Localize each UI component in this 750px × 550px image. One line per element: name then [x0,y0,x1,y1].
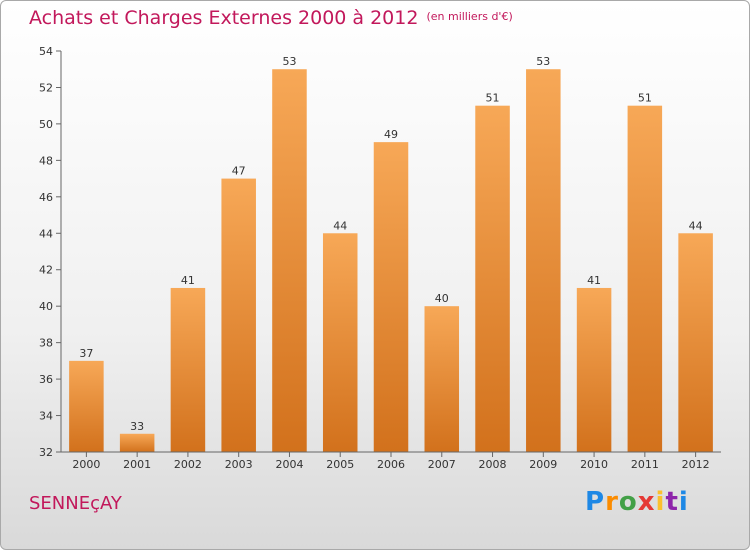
bar-value-label: 33 [130,420,144,433]
x-tick-label: 2003 [225,458,253,471]
y-tick-label: 54 [39,45,53,58]
bar-value-label: 51 [486,92,500,105]
bar [526,69,561,453]
y-tick-label: 40 [39,300,53,313]
logo-letter: i [655,487,666,517]
y-tick-label: 36 [39,373,53,386]
logo-letter: P [585,487,606,517]
logo-letter: t [665,487,679,517]
city-name: SENNEçAY [29,493,122,514]
x-tick-label: 2000 [72,458,100,471]
chart-title: Achats et Charges Externes 2000 à 2012 (e… [29,7,513,29]
bars: 37 33 41 47 53 44 49 40 51 53 41 51 44 [69,55,713,453]
bar-value-label: 49 [384,128,398,141]
bar-value-label: 37 [79,347,93,360]
bar-value-label: 53 [536,55,550,68]
bar [221,178,256,452]
bar [272,69,307,453]
x-tick-label: 2002 [174,458,202,471]
y-tick-label: 46 [39,191,53,204]
bar-value-label: 41 [587,274,601,287]
x-tick-label: 2012 [682,458,710,471]
bar [627,105,663,452]
x-tick-label: 2007 [428,458,456,471]
bar [424,306,460,452]
y-tick-label: 34 [39,410,53,423]
proxiti-logo[interactable]: Proxiti [585,487,689,517]
x-tick-label: 2008 [479,458,507,471]
y-tick-label: 42 [39,264,53,277]
y-tick-label: 44 [39,227,53,240]
bar-value-label: 44 [333,219,347,232]
y-tick-label: 52 [39,81,53,94]
logo-letter: o [618,487,638,517]
bar [576,287,612,452]
y-tick-label: 50 [39,118,53,131]
chart-unit: (en milliers d'€) [426,10,513,23]
x-axis: 2000 2001 2002 2003 2004 2005 2006 2007 2008 2009… [61,451,721,471]
bar [119,433,155,452]
x-tick-label: 2011 [631,458,659,471]
logo-letter: i [678,487,689,517]
y-tick-label: 38 [39,337,53,350]
y-axis: 32 34 36 38 40 42 44 46 48 50 52 54 [39,45,62,459]
bar [678,233,713,452]
x-tick-label: 2004 [275,458,303,471]
y-tick-label: 48 [39,154,53,167]
bar-value-label: 53 [282,55,296,68]
bar-value-label: 47 [232,165,246,178]
x-tick-label: 2006 [377,458,405,471]
chart-title-text: Achats et Charges Externes 2000 à 2012 [29,7,419,29]
y-tick-label: 32 [39,446,53,459]
x-tick-label: 2001 [123,458,151,471]
bar-value-label: 41 [181,274,195,287]
logo-letter: x [637,487,656,517]
x-tick-label: 2010 [580,458,608,471]
x-tick-label: 2005 [326,458,354,471]
bar-value-label: 44 [689,219,703,232]
bar [322,233,358,452]
bar-value-label: 40 [435,292,449,305]
bar [475,105,510,452]
bar-value-label: 51 [638,92,652,105]
bar [170,287,206,452]
logo-letter: r [605,487,619,517]
bar [373,142,409,453]
bar [69,360,104,452]
x-tick-label: 2009 [529,458,557,471]
